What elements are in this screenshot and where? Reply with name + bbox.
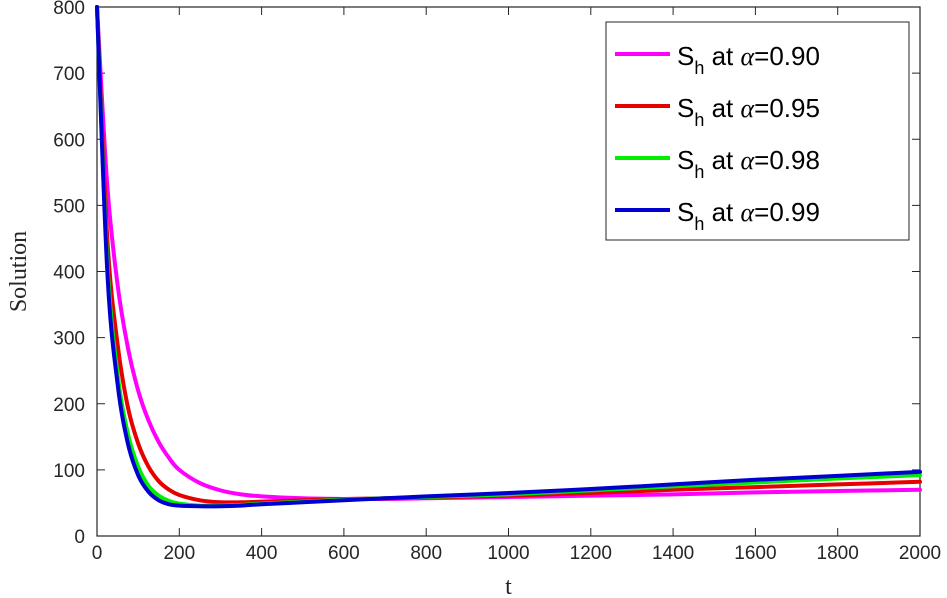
y-tick-label: 600 bbox=[53, 130, 85, 151]
x-tick-label: 2000 bbox=[899, 543, 941, 564]
legend-part-mid: at bbox=[704, 41, 740, 71]
x-tick-label: 400 bbox=[246, 543, 278, 564]
y-tick-label: 800 bbox=[53, 0, 85, 19]
x-tick-label: 0 bbox=[92, 543, 103, 564]
y-tick-label: 0 bbox=[74, 527, 85, 548]
x-axis-label: t bbox=[505, 574, 512, 598]
y-tick-label: 700 bbox=[53, 64, 85, 85]
legend-part-value: =0.99 bbox=[754, 197, 820, 227]
legend-part-sub: h bbox=[694, 214, 704, 234]
legend-part-mid: at bbox=[704, 145, 740, 175]
x-tick-label: 1600 bbox=[734, 543, 776, 564]
legend-label-1: Sh at α=0.90 bbox=[677, 41, 820, 78]
legend-label-3: Sh at α=0.98 bbox=[677, 145, 820, 182]
x-tick-label: 600 bbox=[328, 543, 360, 564]
legend-part-alpha: α bbox=[741, 198, 756, 227]
legend-part-sub: h bbox=[694, 110, 704, 130]
legend-part-alpha: α bbox=[741, 42, 756, 71]
x-axis: 0 200 400 600 800 1000 1200 1400 1600 1800 2000 bbox=[92, 7, 941, 564]
legend-part-main: S bbox=[677, 197, 694, 227]
x-tick-label: 1000 bbox=[487, 543, 529, 564]
legend-part-sub: h bbox=[694, 162, 704, 182]
legend-part-mid: at bbox=[704, 197, 740, 227]
x-tick-label: 1800 bbox=[817, 543, 859, 564]
legend-part-value: =0.98 bbox=[754, 145, 820, 175]
series-line-1 bbox=[95, 5, 922, 502]
series-line-2 bbox=[95, 5, 922, 505]
legend-part-value: =0.90 bbox=[754, 41, 820, 71]
y-tick-label: 100 bbox=[53, 461, 85, 482]
y-axis-label: Solution bbox=[6, 231, 32, 312]
legend-box bbox=[605, 21, 910, 241]
y-tick-label: 500 bbox=[53, 196, 85, 217]
x-tick-label: 1200 bbox=[570, 543, 612, 564]
y-tick-label: 200 bbox=[53, 395, 85, 416]
series-line-4 bbox=[95, 5, 922, 509]
series-layer bbox=[95, 5, 922, 509]
legend-part-sub: h bbox=[694, 58, 704, 78]
legend-part-main: S bbox=[677, 93, 694, 123]
x-tick-label: 200 bbox=[163, 543, 195, 564]
legend-part-main: S bbox=[677, 41, 694, 71]
legend-label-4: Sh at α=0.99 bbox=[677, 197, 820, 234]
x-tick-label: 1400 bbox=[652, 543, 694, 564]
y-tick-label: 300 bbox=[53, 329, 85, 350]
y-axis: 0 100 200 300 400 500 600 700 800 bbox=[53, 0, 920, 548]
legend-part-main: S bbox=[677, 145, 694, 175]
y-tick-label: 400 bbox=[53, 263, 85, 284]
legend-part-alpha: α bbox=[741, 94, 756, 123]
legend-part-alpha: α bbox=[741, 146, 756, 175]
legend-part-mid: at bbox=[704, 93, 740, 123]
legend-label-2: Sh at α=0.95 bbox=[677, 93, 820, 130]
legend-part-value: =0.95 bbox=[754, 93, 820, 123]
x-tick-label: 800 bbox=[410, 543, 442, 564]
